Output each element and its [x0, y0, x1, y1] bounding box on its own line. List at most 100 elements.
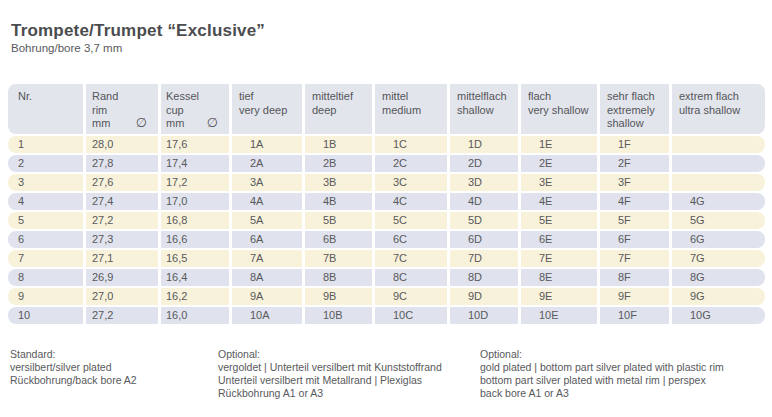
page-subtitle: Bohrung/bore 3,7 mm — [11, 42, 772, 55]
footnote-line: Optional: — [218, 348, 480, 361]
footnote-line: vergoldet | Unterteil versilbert mit Kun… — [218, 361, 480, 374]
table-cell-flach: 8E — [521, 269, 597, 286]
column-header-mittel: mittelmedium — [375, 84, 447, 134]
table-cell-mitteltief: 5B — [305, 212, 372, 229]
column-header-label: cup — [166, 104, 229, 118]
table-header-row: Nr.Randrimmm∅Kesselcupmm∅tiefvery deepmi… — [8, 84, 765, 134]
table-cell-tief: 7A — [232, 250, 302, 267]
table-cell-mittelflach: 3D — [450, 174, 518, 191]
table-cell-mittel: 2C — [375, 155, 447, 172]
table-cell-nr: 8 — [8, 269, 83, 286]
column-header-flach: flachvery shallow — [521, 84, 597, 134]
table-cell-mitteltief: 8B — [305, 269, 372, 286]
table-cell-nr: 3 — [8, 174, 83, 191]
table-row: 727,116,57A7B7C7D7E7F7G — [8, 250, 765, 267]
footnote-column-2: Optional:gold plated | bottom part silve… — [480, 348, 764, 400]
page-title: Trompete/Trumpet “Exclusive” — [11, 21, 772, 40]
column-header-label: ultra shallow — [679, 104, 765, 118]
table-cell-mitteltief: 4B — [305, 193, 372, 210]
table-cell-sehr-flach: 4F — [600, 193, 669, 210]
column-header-label: extrem flach — [679, 90, 765, 104]
table-cell-mittel: 9C — [375, 288, 447, 305]
column-header-label: shallow — [607, 117, 669, 131]
column-header-label: Kessel — [166, 90, 229, 104]
table-row: 327,617,23A3B3C3D3E3F — [8, 174, 765, 191]
column-header-label: shallow — [457, 104, 518, 118]
column-header-label: deep — [312, 104, 372, 118]
table-cell-mittelflach: 8D — [450, 269, 518, 286]
column-header-label: medium — [382, 104, 447, 118]
table-cell-mittelflach: 10D — [450, 307, 518, 324]
table-cell-nr: 9 — [8, 288, 83, 305]
table-cell-sehr-flach: 1F — [600, 136, 669, 153]
footnote-line: Unterteil versilbert mit Metallrand | Pl… — [218, 374, 480, 387]
table-cell-sehr-flach: 3F — [600, 174, 669, 191]
table-cell-mittel: 3C — [375, 174, 447, 191]
table-cell-sehr-flach: 2F — [600, 155, 669, 172]
column-header-label: Nr. — [18, 90, 83, 104]
column-header-label: mittel — [382, 90, 447, 104]
table-cell-mittelflach: 6D — [450, 231, 518, 248]
column-header-mittelflach: mittelflachshallow — [450, 84, 518, 134]
table-cell-kessel-cup-mm: 16,4 — [161, 269, 229, 286]
table-cell-rand-rim-mm: 27,6 — [86, 174, 158, 191]
column-header-tief: tiefvery deep — [232, 84, 302, 134]
column-header-label: mm — [92, 117, 158, 131]
table-cell-flach: 5E — [521, 212, 597, 229]
table-cell-mitteltief: 7B — [305, 250, 372, 267]
table-cell-rand-rim-mm: 27,0 — [86, 288, 158, 305]
column-header-sehr-flach: sehr flachextremelyshallow — [600, 84, 669, 134]
table-row: 427,417,04A4B4C4D4E4F4G — [8, 193, 765, 210]
table-cell-flach: 7E — [521, 250, 597, 267]
table-cell-tief: 3A — [232, 174, 302, 191]
table-cell-rand-rim-mm: 27,3 — [86, 231, 158, 248]
footnote-column-0: Standard:versilbert/silver platedRückboh… — [10, 348, 218, 400]
table-row: 128,017,61A1B1C1D1E1F — [8, 136, 765, 153]
table-cell-mitteltief: 1B — [305, 136, 372, 153]
table-cell-mittelflach: 2D — [450, 155, 518, 172]
table-cell-sehr-flach: 8F — [600, 269, 669, 286]
column-header-label: mitteltief — [312, 90, 372, 104]
table-cell-extrem-flach: 4G — [672, 193, 765, 210]
table-cell-flach: 4E — [521, 193, 597, 210]
footnote-column-1: Optional:vergoldet | Unterteil versilber… — [218, 348, 480, 400]
table-cell-rand-rim-mm: 27,8 — [86, 155, 158, 172]
table-cell-mittel: 4C — [375, 193, 447, 210]
table-cell-kessel-cup-mm: 17,6 — [161, 136, 229, 153]
footnote-line: Optional: — [480, 348, 764, 361]
diameter-icon: ∅ — [207, 116, 218, 130]
table-cell-rand-rim-mm: 27,2 — [86, 212, 158, 229]
column-header-mitteltief: mitteltiefdeep — [305, 84, 372, 134]
mouthpiece-spec-table: Nr.Randrimmm∅Kesselcupmm∅tiefvery deepmi… — [8, 84, 765, 324]
table-cell-nr: 7 — [8, 250, 83, 267]
column-header-label: mm — [166, 117, 229, 131]
table-cell-tief: 5A — [232, 212, 302, 229]
table-cell-extrem-flach — [672, 155, 765, 172]
table-cell-flach: 2E — [521, 155, 597, 172]
table-cell-sehr-flach: 9F — [600, 288, 669, 305]
table-cell-tief: 1A — [232, 136, 302, 153]
table-row: 527,216,85A5B5C5D5E5F5G — [8, 212, 765, 229]
table-cell-mittel: 1C — [375, 136, 447, 153]
diameter-icon: ∅ — [136, 116, 147, 130]
table-cell-nr: 6 — [8, 231, 83, 248]
table-cell-mittelflach: 5D — [450, 212, 518, 229]
table-cell-kessel-cup-mm: 17,0 — [161, 193, 229, 210]
table-row: 627,316,66A6B6C6D6E6F6G — [8, 231, 765, 248]
footnote-line: back bore A1 or A3 — [480, 387, 764, 400]
column-header-label: Rand — [92, 90, 158, 104]
column-header-label: very deep — [239, 104, 302, 118]
table-cell-rand-rim-mm: 27,1 — [86, 250, 158, 267]
table-cell-extrem-flach: 9G — [672, 288, 765, 305]
table-cell-sehr-flach: 10F — [600, 307, 669, 324]
table-cell-tief: 9A — [232, 288, 302, 305]
table-cell-flach: 10E — [521, 307, 597, 324]
column-header-label: extremely — [607, 104, 669, 118]
catalog-page: Trompete/Trumpet “Exclusive” Bohrung/bor… — [0, 21, 772, 400]
table-cell-nr: 5 — [8, 212, 83, 229]
table-cell-mitteltief: 6B — [305, 231, 372, 248]
table-cell-kessel-cup-mm: 16,6 — [161, 231, 229, 248]
table-cell-mittel: 8C — [375, 269, 447, 286]
footnote-line: versilbert/silver plated — [10, 361, 218, 374]
table-cell-extrem-flach: 8G — [672, 269, 765, 286]
